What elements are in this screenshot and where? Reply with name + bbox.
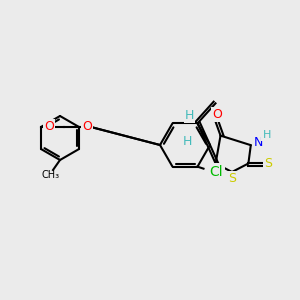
Text: O: O xyxy=(44,121,54,134)
Text: O: O xyxy=(82,121,92,134)
Text: H: H xyxy=(183,135,192,148)
Text: S: S xyxy=(264,157,272,170)
Text: Cl: Cl xyxy=(209,165,223,179)
Text: CH₃: CH₃ xyxy=(42,170,60,180)
Text: N: N xyxy=(254,136,263,149)
Text: H: H xyxy=(185,109,194,122)
Text: O: O xyxy=(213,108,223,121)
Text: S: S xyxy=(228,172,236,185)
Text: H: H xyxy=(262,130,271,140)
